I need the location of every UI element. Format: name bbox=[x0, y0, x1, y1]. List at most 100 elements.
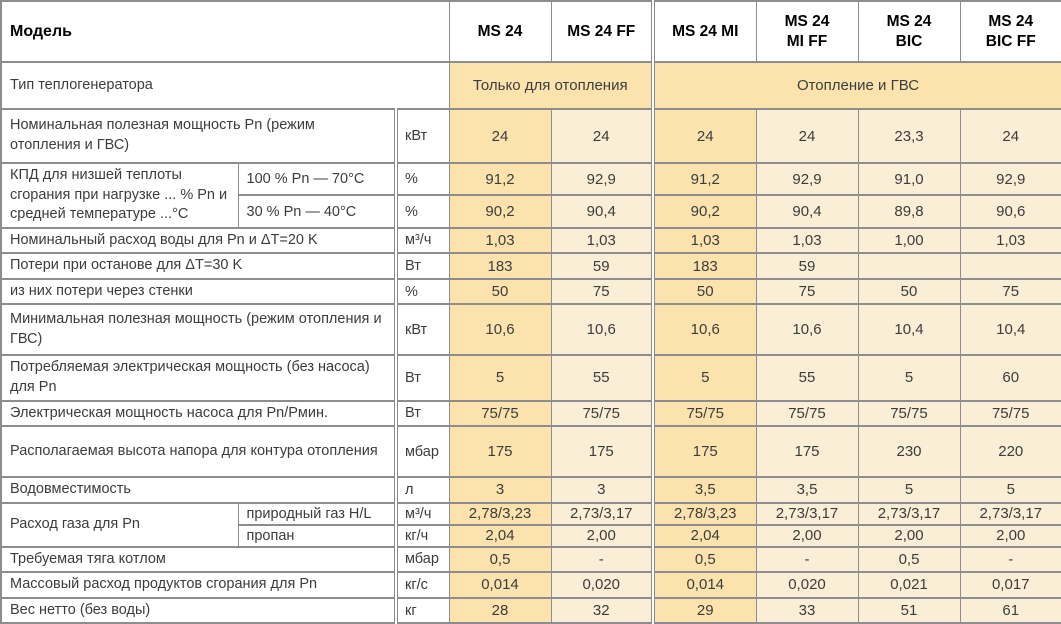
value-cell: 183 bbox=[651, 252, 757, 280]
value-cell: 24 bbox=[550, 108, 654, 164]
value-cell: - bbox=[755, 545, 859, 574]
spec-row: Располагаемая высота напора для контура … bbox=[0, 425, 1061, 479]
value-cell: 0,5 bbox=[448, 545, 552, 574]
unit-cell: м³/ч bbox=[394, 501, 450, 526]
value-cell: 10,6 bbox=[755, 303, 859, 357]
unit-cell: % bbox=[394, 194, 450, 229]
value-cell: 0,014 bbox=[651, 571, 757, 599]
value-cell: 5 bbox=[651, 354, 757, 402]
param-label: КПД для низшей теплоты сгорания при нагр… bbox=[0, 162, 239, 229]
value-cell: 5 bbox=[857, 354, 961, 402]
value-cell: 55 bbox=[550, 354, 654, 402]
value-cell: 28 bbox=[448, 596, 552, 624]
value-cell: 23,3 bbox=[857, 108, 961, 164]
param-label: Вес нетто (без воды) bbox=[0, 596, 397, 624]
spec-row: 30 % Pn — 40°C % 90,2 90,4 90,2 90,4 89,… bbox=[1, 194, 1061, 229]
value-cell: 75/75 bbox=[448, 399, 552, 428]
value-cell bbox=[959, 252, 1061, 280]
value-cell: 10,6 bbox=[651, 303, 757, 357]
value-cell: 50 bbox=[448, 277, 552, 306]
unit-cell: Вт bbox=[394, 399, 450, 428]
value-cell: 75 bbox=[755, 277, 859, 306]
value-cell: 10,6 bbox=[550, 303, 654, 357]
value-cell: 24 bbox=[959, 108, 1061, 164]
spec-row: Требуемая тяга котлом мбар 0,5 - 0,5 - 0… bbox=[0, 545, 1061, 574]
value-cell: 230 bbox=[857, 425, 961, 479]
value-cell: 0,021 bbox=[857, 571, 961, 599]
value-cell: 1,03 bbox=[959, 226, 1061, 255]
value-cell: 0,017 bbox=[959, 571, 1061, 599]
value-cell: 10,4 bbox=[959, 303, 1061, 357]
value-cell: 2,73/3,17 bbox=[550, 501, 654, 526]
param-sublabel: 30 % Pn — 40°C bbox=[237, 194, 397, 229]
param-label: Располагаемая высота напора для контура … bbox=[0, 425, 397, 479]
value-cell: 24 bbox=[651, 108, 757, 164]
value-cell: 0,5 bbox=[857, 545, 961, 574]
value-cell: 175 bbox=[550, 425, 654, 479]
value-cell: 55 bbox=[755, 354, 859, 402]
value-cell: 175 bbox=[755, 425, 859, 479]
param-label: Водовместимость bbox=[0, 476, 397, 504]
spec-row: Расход газа для Pn природный газ H/L м³/… bbox=[0, 501, 1061, 548]
param-label: Требуемая тяга котлом bbox=[0, 545, 397, 574]
unit-cell: м³/ч bbox=[394, 226, 450, 255]
header-row: Модель MS 24 MS 24 FF MS 24 MI MS 24 MI … bbox=[0, 0, 1061, 63]
value-cell: 89,8 bbox=[857, 194, 961, 229]
value-cell: 90,2 bbox=[651, 194, 757, 229]
spec-row: Потери при останове для ΔT=30 K Вт 183 5… bbox=[0, 252, 1061, 280]
param-label: Электрическая мощность насоса для Pn/Pми… bbox=[0, 399, 397, 428]
value-cell: 50 bbox=[651, 277, 757, 306]
value-cell: 2,73/3,17 bbox=[755, 501, 859, 526]
param-label: Номинальная полезная мощность Pn (режим … bbox=[0, 108, 397, 164]
heating-only-cell: Только для отопления bbox=[448, 61, 654, 110]
value-cell: 2,04 bbox=[651, 523, 757, 548]
unit-cell: кВт bbox=[394, 108, 450, 164]
value-cell: 75/75 bbox=[651, 399, 757, 428]
value-cell: 175 bbox=[448, 425, 552, 479]
unit-cell: % bbox=[394, 277, 450, 306]
value-cell: 2,00 bbox=[959, 523, 1061, 548]
value-cell: 2,73/3,17 bbox=[959, 501, 1061, 526]
value-cell: 3 bbox=[550, 476, 654, 504]
model-header-label: Модель bbox=[0, 0, 450, 63]
spec-row: пропан кг/ч 2,04 2,00 2,04 2,00 2,00 2,0… bbox=[1, 523, 1061, 548]
value-cell: 0,020 bbox=[755, 571, 859, 599]
value-cell: 2,73/3,17 bbox=[857, 501, 961, 526]
value-cell: 3,5 bbox=[651, 476, 757, 504]
value-cell: 59 bbox=[755, 252, 859, 280]
value-cell: 75/75 bbox=[857, 399, 961, 428]
value-cell: 92,9 bbox=[550, 161, 654, 197]
value-cell: 1,03 bbox=[755, 226, 859, 255]
param-label: Номинальный расход воды для Pn и ΔT=20 K bbox=[0, 226, 397, 255]
value-cell: 92,9 bbox=[959, 161, 1061, 197]
value-cell bbox=[857, 252, 961, 280]
value-cell: 1,03 bbox=[550, 226, 654, 255]
value-cell: 50 bbox=[857, 277, 961, 306]
model-col-ms24bicff: MS 24 BIC FF bbox=[959, 0, 1061, 63]
value-cell: 51 bbox=[857, 596, 961, 624]
value-cell: 75 bbox=[550, 277, 654, 306]
value-cell: 75/75 bbox=[550, 399, 654, 428]
spec-row: Массовый расход продуктов сгорания для P… bbox=[0, 571, 1061, 599]
param-label: Потребляемая электрическая мощность (без… bbox=[0, 354, 397, 402]
value-cell: 90,4 bbox=[755, 194, 859, 229]
value-cell: 10,6 bbox=[448, 303, 552, 357]
value-cell: 0,020 bbox=[550, 571, 654, 599]
model-col-ms24mi: MS 24 MI bbox=[651, 0, 757, 63]
spec-row: Вес нетто (без воды) кг 28 32 29 33 51 6… bbox=[0, 596, 1061, 624]
unit-cell: мбар bbox=[394, 545, 450, 574]
unit-cell: Вт bbox=[394, 354, 450, 402]
value-cell: 75/75 bbox=[755, 399, 859, 428]
model-col-ms24ff: MS 24 FF bbox=[550, 0, 654, 63]
generator-type-row: Тип теплогенератора Только для отопления… bbox=[0, 61, 1061, 110]
spec-row: КПД для низшей теплоты сгорания при нагр… bbox=[0, 161, 1061, 229]
spec-row: Номинальная полезная мощность Pn (режим … bbox=[0, 108, 1061, 164]
value-cell: 75/75 bbox=[959, 399, 1061, 428]
value-cell: 10,4 bbox=[857, 303, 961, 357]
value-cell: 2,00 bbox=[755, 523, 859, 548]
value-cell: 33 bbox=[755, 596, 859, 624]
value-cell: 75 bbox=[959, 277, 1061, 306]
value-cell: 1,03 bbox=[651, 226, 757, 255]
unit-cell: % bbox=[394, 161, 450, 197]
value-cell: - bbox=[550, 545, 654, 574]
